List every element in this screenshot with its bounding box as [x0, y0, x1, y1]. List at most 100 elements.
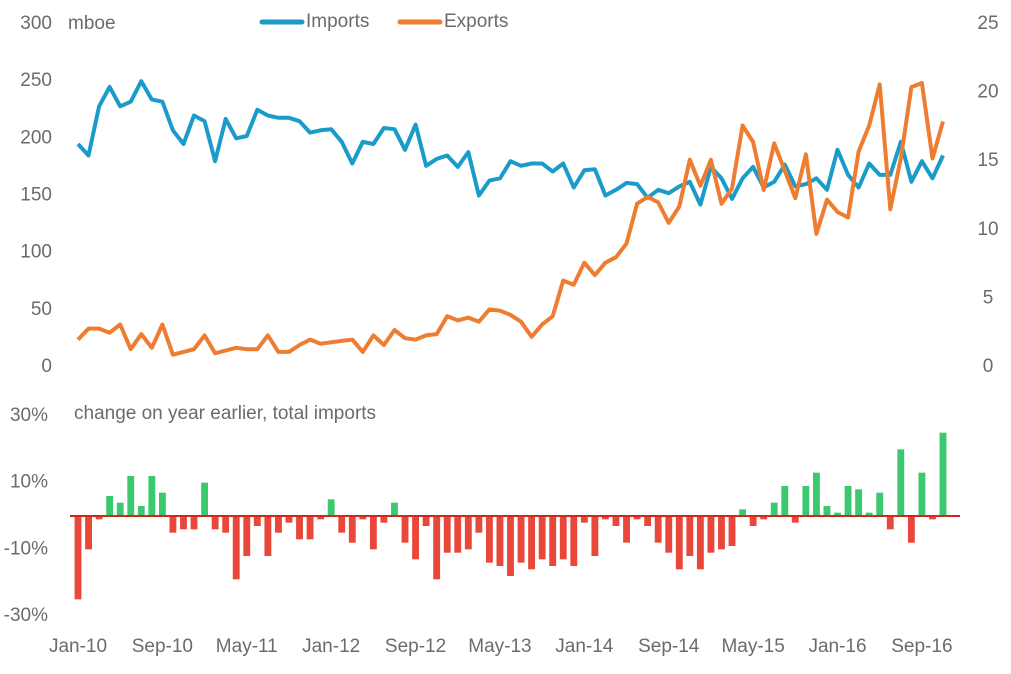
bar [95, 516, 103, 520]
x-tick-label: May-13 [468, 636, 531, 657]
bar [464, 516, 472, 550]
legend-label: Imports [306, 11, 369, 32]
legend-label: Exports [444, 11, 508, 32]
bar [907, 516, 915, 543]
y-tick-label: -30% [4, 605, 48, 626]
bar [412, 516, 419, 560]
bar [127, 476, 135, 516]
bar [338, 516, 346, 533]
bar [232, 516, 240, 580]
bar [897, 449, 905, 516]
bar [211, 516, 219, 530]
bar [401, 516, 409, 543]
bar [580, 516, 588, 523]
bar [686, 516, 694, 556]
bar [654, 516, 662, 543]
y-tick-label: 200 [20, 127, 52, 148]
bar [602, 516, 609, 520]
bar [169, 516, 177, 533]
y-tick-label: 100 [20, 242, 52, 263]
y-tick-label: 30% [10, 405, 48, 426]
y-tick-label: 150 [20, 185, 52, 206]
bar [201, 482, 209, 516]
bar [591, 516, 599, 556]
bar [707, 516, 715, 553]
bar [391, 502, 398, 516]
y2-tick-label: 0 [983, 356, 994, 377]
x-tick-label: Jan-14 [555, 636, 614, 657]
bar [675, 516, 683, 570]
bar [528, 516, 536, 570]
x-tick-label: Jan-12 [302, 636, 360, 657]
y2-tick-label: 5 [983, 287, 994, 308]
bar [222, 516, 230, 533]
bar [855, 489, 863, 516]
bar [834, 512, 841, 516]
bar [190, 516, 198, 530]
bar [865, 512, 873, 516]
x-tick-label: Jan-16 [808, 636, 866, 657]
y2-tick-label: 20 [977, 82, 998, 103]
bar [433, 516, 441, 580]
x-tick-label: Sep-10 [132, 636, 193, 657]
x-tick-label: Sep-14 [638, 636, 700, 657]
bar [274, 516, 282, 533]
bar [791, 516, 799, 523]
bar [253, 516, 261, 526]
y-tick-label: 250 [20, 70, 52, 91]
bar [802, 486, 810, 516]
bar [918, 472, 926, 516]
bar [496, 516, 504, 566]
bar [454, 516, 462, 553]
bar [85, 516, 92, 550]
bar [485, 516, 493, 563]
bar [369, 516, 377, 550]
bar [296, 516, 303, 540]
bar [74, 516, 82, 600]
bar [929, 516, 936, 520]
bar [823, 506, 831, 516]
bar [348, 516, 356, 543]
bar [549, 516, 557, 566]
bar [317, 516, 325, 520]
bar [148, 476, 156, 516]
bar [876, 492, 884, 516]
bar [264, 516, 272, 556]
bar [696, 516, 704, 570]
x-tick-label: Sep-12 [385, 636, 446, 657]
bar [380, 516, 388, 523]
chart-subtitle: change on year earlier, total imports [74, 403, 376, 424]
series-line [76, 81, 945, 357]
bar [612, 516, 620, 526]
x-tick-label: Sep-16 [891, 636, 952, 657]
bar [939, 432, 947, 516]
y2-tick-label: 25 [977, 13, 998, 34]
bar [180, 516, 187, 530]
bar [844, 486, 852, 516]
bar [137, 506, 145, 516]
bar [507, 516, 514, 576]
bar [243, 516, 251, 556]
bar [359, 516, 367, 520]
y-tick-label: 0 [41, 356, 52, 377]
bar [116, 502, 124, 516]
bar [749, 516, 757, 526]
bar [422, 516, 430, 526]
bar [517, 516, 525, 563]
bar [739, 509, 747, 516]
series-line [76, 79, 945, 207]
bar [781, 486, 789, 516]
bar [559, 516, 567, 560]
x-tick-label: May-15 [721, 636, 784, 657]
bar [285, 516, 293, 523]
bar [443, 516, 451, 553]
y-tick-label: 300 [20, 13, 52, 34]
x-tick-label: Jan-10 [49, 636, 107, 657]
bar [306, 516, 314, 540]
x-tick-label: May-11 [216, 636, 278, 657]
y-axis-label: mboe [68, 13, 116, 34]
bar [760, 516, 768, 520]
bar [570, 516, 578, 566]
y-tick-label: 10% [10, 472, 48, 493]
